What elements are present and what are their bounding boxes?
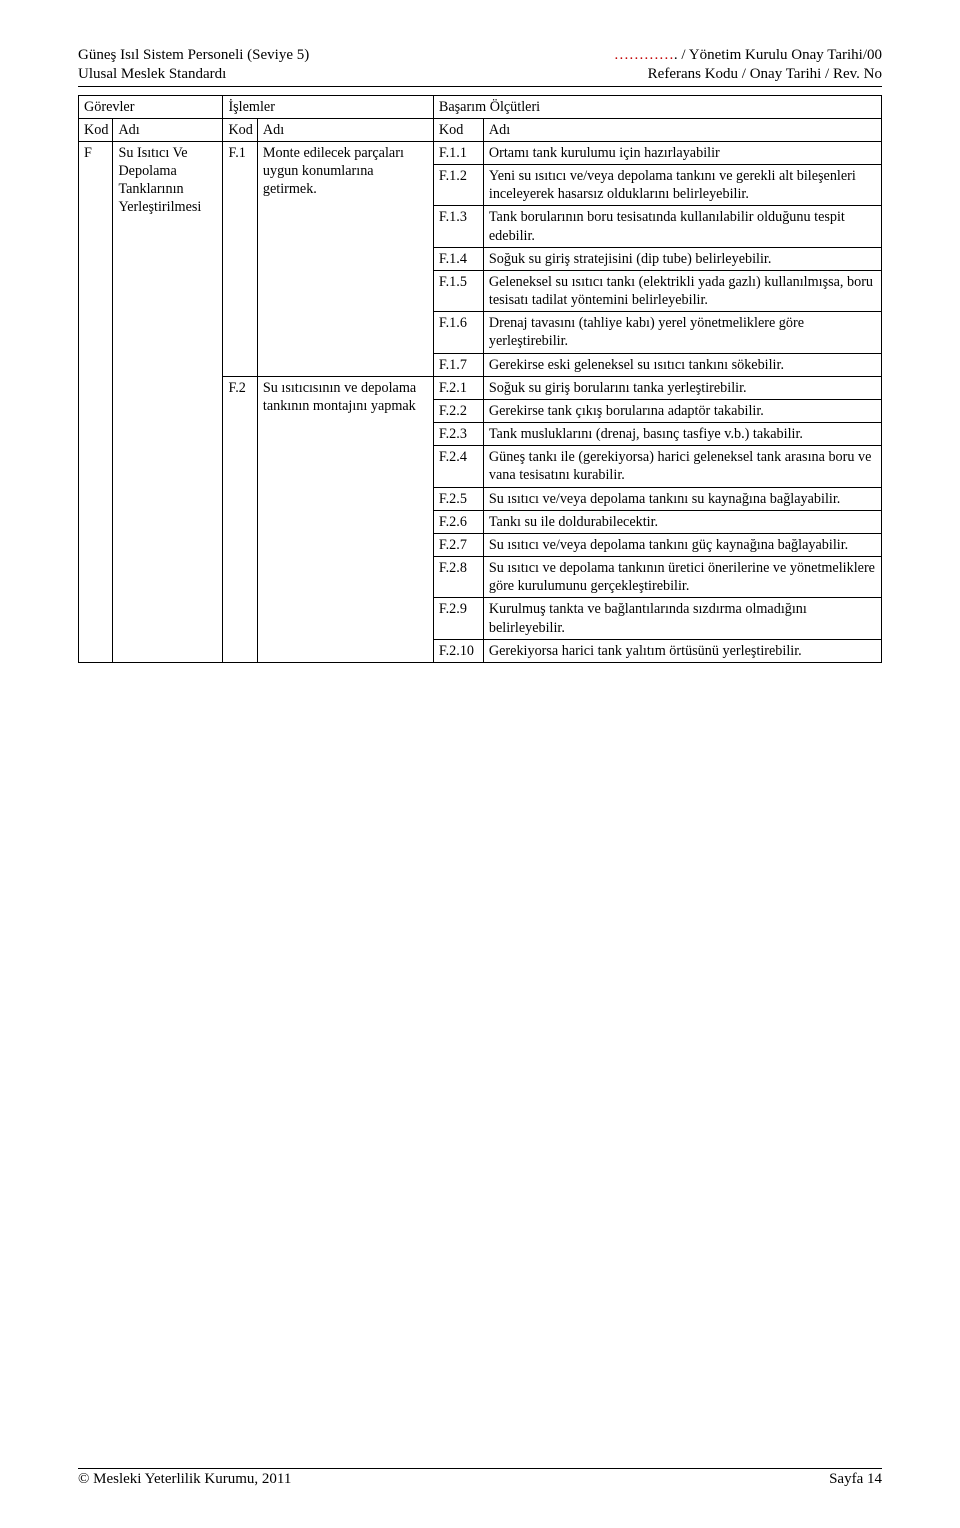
header-kod-1: Kod (79, 118, 113, 141)
olcut-kod: F.2.9 (433, 598, 483, 639)
table-row: F Su Isıtıcı Ve Depolama Tanklarının Yer… (79, 141, 882, 164)
header-basarim: Başarım Ölçütleri (433, 95, 881, 118)
olcut-adi: Su ısıtıcı ve/veya depolama tankını su k… (483, 487, 881, 510)
table-header-row-2: Kod Adı Kod Adı Kod Adı (79, 118, 882, 141)
header-left-line1: Güneş Isıl Sistem Personeli (Seviye 5) (78, 46, 309, 65)
header-right-line2: Referans Kodu / Onay Tarihi / Rev. No (648, 65, 882, 84)
olcut-kod: F.1.5 (433, 270, 483, 311)
olcut-adi: Gerekirse tank çıkış borularına adaptör … (483, 399, 881, 422)
header-right-line1-text: . / Yönetim Kurulu Onay Tarihi/00 (674, 47, 882, 63)
footer-left: © Mesleki Yeterlilik Kurumu, 2011 (78, 1471, 291, 1488)
olcut-kod: F.1.7 (433, 353, 483, 376)
olcut-kod: F.1.3 (433, 206, 483, 247)
page-header: Güneş Isıl Sistem Personeli (Seviye 5) …… (78, 46, 882, 87)
olcut-adi: Tankı su ile doldurabilecektir. (483, 510, 881, 533)
olcut-kod: F.2.5 (433, 487, 483, 510)
olcut-adi: Gerekiyorsa harici tank yalıtım örtüsünü… (483, 639, 881, 662)
olcut-kod: F.2.8 (433, 557, 483, 598)
olcut-kod: F.2.3 (433, 423, 483, 446)
gorev-kod: F (79, 141, 113, 662)
olcut-kod: F.2.4 (433, 446, 483, 487)
islem-kod: F.2 (223, 376, 257, 662)
table-header-row-1: Görevler İşlemler Başarım Ölçütleri (79, 95, 882, 118)
footer-rule (78, 1468, 882, 1469)
gorev-adi: Su Isıtıcı Ve Depolama Tanklarının Yerle… (113, 141, 223, 662)
olcut-adi: Yeni su ısıtıcı ve/veya depolama tankını… (483, 165, 881, 206)
olcut-adi: Tank borularının boru tesisatında kullan… (483, 206, 881, 247)
olcut-kod: F.2.1 (433, 376, 483, 399)
header-adi-3: Adı (483, 118, 881, 141)
olcut-kod: F.1.4 (433, 247, 483, 270)
olcut-adi: Güneş tankı ile (gerekiyorsa) harici gel… (483, 446, 881, 487)
header-adi-1: Adı (113, 118, 223, 141)
standards-table: Görevler İşlemler Başarım Ölçütleri Kod … (78, 95, 882, 663)
olcut-adi: Soğuk su giriş borularını tanka yerleşti… (483, 376, 881, 399)
olcut-kod: F.1.2 (433, 165, 483, 206)
olcut-kod: F.2.6 (433, 510, 483, 533)
olcut-kod: F.1.6 (433, 312, 483, 353)
olcut-adi: Su ısıtıcı ve depolama tankının üretici … (483, 557, 881, 598)
olcut-kod: F.2.2 (433, 399, 483, 422)
page-footer: © Mesleki Yeterlilik Kurumu, 2011 Sayfa … (78, 1468, 882, 1488)
olcut-adi: Geleneksel su ısıtıcı tankı (elektrikli … (483, 270, 881, 311)
olcut-kod: F.2.7 (433, 533, 483, 556)
olcut-adi: Ortamı tank kurulumu için hazırlayabilir (483, 141, 881, 164)
header-kod-2: Kod (223, 118, 257, 141)
header-islemler: İşlemler (223, 95, 433, 118)
olcut-kod: F.2.10 (433, 639, 483, 662)
footer-right: Sayfa 14 (829, 1471, 882, 1488)
header-adi-2: Adı (257, 118, 433, 141)
olcut-adi: Soğuk su giriş stratejisini (dip tube) b… (483, 247, 881, 270)
islem-adi: Monte edilecek parçaları uygun konumları… (257, 141, 433, 376)
header-right-dots: ………… (614, 47, 674, 63)
header-rule (78, 86, 882, 87)
islem-adi: Su ısıtıcısının ve depolama tankının mon… (257, 376, 433, 662)
olcut-adi: Tank musluklarını (drenaj, basınç tasfiy… (483, 423, 881, 446)
olcut-adi: Drenaj tavasını (tahliye kabı) yerel yön… (483, 312, 881, 353)
header-right-line1: …………. / Yönetim Kurulu Onay Tarihi/00 (614, 46, 882, 65)
header-kod-3: Kod (433, 118, 483, 141)
olcut-adi: Kurulmuş tankta ve bağlantılarında sızdı… (483, 598, 881, 639)
olcut-kod: F.1.1 (433, 141, 483, 164)
header-gorevler: Görevler (79, 95, 223, 118)
header-left-line2: Ulusal Meslek Standardı (78, 65, 226, 84)
olcut-adi: Gerekirse eski geleneksel su ısıtıcı tan… (483, 353, 881, 376)
olcut-adi: Su ısıtıcı ve/veya depolama tankını güç … (483, 533, 881, 556)
islem-kod: F.1 (223, 141, 257, 376)
